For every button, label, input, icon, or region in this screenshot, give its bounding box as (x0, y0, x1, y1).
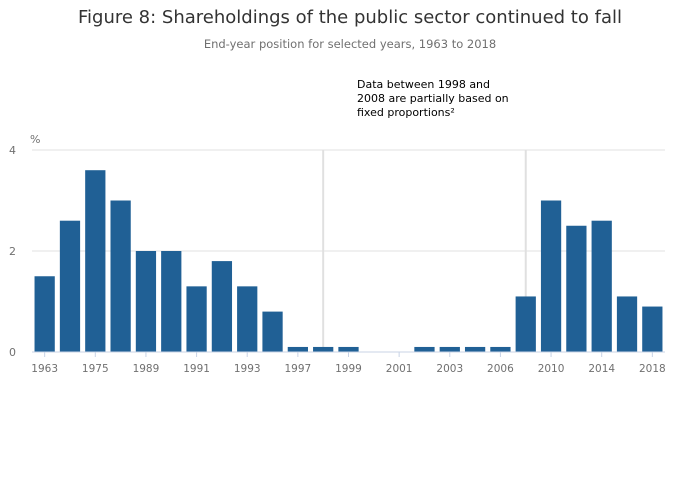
bar (34, 276, 55, 352)
bar (287, 346, 308, 352)
bar (186, 286, 207, 352)
bar (135, 251, 157, 352)
bar (414, 346, 435, 352)
y-axis-label: % (30, 133, 40, 146)
x-tick-label: 2001 (386, 363, 413, 375)
bar (439, 346, 460, 352)
y-tick-label: 4 (9, 144, 16, 157)
x-tick-label: 1991 (183, 363, 210, 375)
x-tick-label: 1993 (234, 363, 261, 375)
x-tick-label: 1999 (335, 363, 362, 375)
x-tick-label: 2018 (639, 363, 666, 375)
y-tick-label: 2 (9, 245, 16, 258)
bar (59, 220, 81, 352)
chart-subtitle: End-year position for selected years, 19… (203, 37, 497, 51)
bar (515, 296, 536, 352)
chart-annotation: Data between 1998 and 2008 are partially… (357, 78, 509, 119)
bar (540, 200, 562, 352)
bar (313, 346, 334, 352)
bar (211, 261, 233, 352)
x-tick-label: 2006 (487, 363, 514, 375)
y-tick-label: 0 (9, 346, 16, 359)
bar (338, 346, 359, 352)
x-tick-label: 1997 (284, 363, 311, 375)
x-tick-label: 2014 (588, 363, 615, 375)
x-tick-label: 2003 (436, 363, 463, 375)
bar (490, 346, 511, 352)
bar (591, 220, 612, 352)
bar (262, 311, 283, 352)
x-tick-label: 1975 (82, 363, 109, 375)
bar (616, 296, 638, 352)
bar (566, 225, 587, 352)
bar (237, 286, 258, 352)
bar (85, 170, 106, 352)
x-tick-label: 2010 (538, 363, 565, 375)
bar (110, 200, 131, 352)
bar (464, 346, 486, 352)
x-tick-label: 1989 (133, 363, 160, 375)
bar (161, 251, 182, 352)
bar (642, 306, 663, 352)
x-tick-label: 1963 (31, 363, 58, 375)
chart-title: Figure 8: Shareholdings of the public se… (78, 7, 622, 28)
